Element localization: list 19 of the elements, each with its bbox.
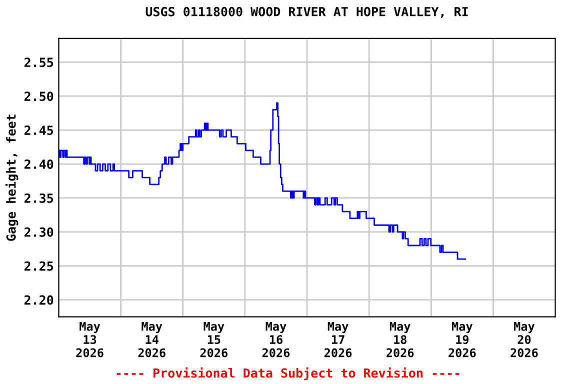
x-tick-label: May 14 2026 [138, 322, 166, 358]
x-tick-label: May 18 2026 [386, 322, 414, 358]
text: ---- Provisional Data Subject to Revision ---- [116, 367, 460, 380]
x-tick-label: May 15 2026 [200, 322, 228, 358]
x-tick-label: May 16 2026 [262, 322, 290, 358]
x-tick-label: May 13 2026 [76, 322, 104, 358]
y-tick-label: 2.35 [24, 193, 54, 203]
x-tick-label: May 17 2026 [324, 322, 352, 358]
y-tick-label: 2.45 [24, 126, 54, 135]
y-axis-title: Gage height, feet [5, 114, 18, 241]
x-tick-label: May 19 2026 [448, 322, 476, 358]
y-tick-label: 2.50 [24, 92, 54, 102]
y-tick-label: 2.20 [24, 295, 54, 305]
y-tick-label: 2.25 [24, 261, 54, 271]
y-tick-label: 2.55 [24, 58, 54, 68]
y-tick-label: 2.40 [24, 159, 54, 169]
y-tick-label: 2.30 [24, 227, 54, 237]
chart-title: USGS 01118000 WOOD RIVER AT HOPE VALLEY, RI [146, 6, 468, 18]
x-tick-label: May 20 2026 [510, 322, 538, 358]
